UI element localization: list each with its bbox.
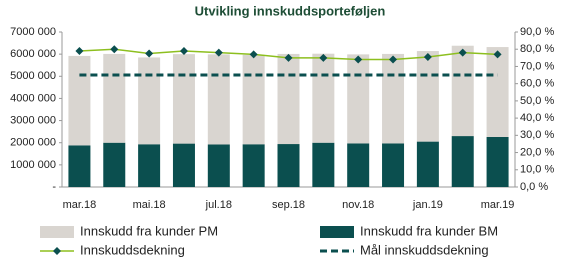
marker: [179, 46, 188, 55]
x-tick-label: mar.19: [481, 199, 515, 211]
bar: [207, 54, 230, 145]
bar: [416, 141, 439, 187]
bar: [242, 144, 265, 187]
bar: [277, 53, 300, 145]
y2-tick-label: 70,0 %: [520, 60, 554, 72]
y2-tick-label: 90,0 %: [520, 26, 554, 38]
chart-title: Utvikling innskuddsporteføljen: [195, 3, 386, 18]
bar: [68, 55, 91, 146]
y-tick-label: 5000 000: [10, 70, 56, 82]
y2-tick-label: 40,0 %: [520, 112, 554, 124]
marker: [284, 53, 293, 62]
bar: [207, 144, 230, 187]
y-tick-label: -: [52, 181, 56, 193]
marker: [249, 50, 258, 59]
legend-label: Mål innskuddsdekning: [360, 242, 489, 257]
marker: [354, 55, 363, 64]
x-tick-label: mar.18: [63, 199, 97, 211]
marker: [493, 50, 502, 59]
bar: [451, 136, 474, 187]
bar: [68, 145, 91, 187]
marker: [423, 52, 432, 61]
y-tick-label: 4000 000: [10, 92, 56, 104]
y-tick-label: 7000 000: [10, 26, 56, 38]
y-tick-label: 6000 000: [10, 48, 56, 60]
marker: [458, 48, 467, 57]
x-tick-label: jan.19: [412, 199, 443, 211]
x-tick-label: jul.18: [205, 199, 232, 211]
bar: [277, 144, 300, 187]
y2-tick-label: 60,0 %: [520, 78, 554, 90]
legend-label: Innskudd fra kunder PM: [80, 223, 218, 238]
y2-tick-label: 80,0 %: [520, 43, 554, 55]
y2-tick-label: 0,0 %: [520, 181, 548, 193]
x-tick-label: sep.18: [272, 199, 305, 211]
bar: [347, 143, 370, 187]
y2-tick-label: 20,0 %: [520, 146, 554, 158]
bar: [172, 143, 195, 187]
legend-label: Innskudd fra kunder BM: [360, 223, 498, 238]
marker: [389, 55, 398, 64]
bar: [312, 53, 335, 143]
y-tick-label: 3000 000: [10, 114, 56, 126]
y-tick-label: 1000 000: [10, 159, 56, 171]
marker: [214, 48, 223, 57]
legend-swatch: [320, 226, 354, 238]
x-tick-label: nov.18: [342, 199, 374, 211]
bar: [103, 53, 126, 143]
marker: [75, 46, 84, 55]
legend-marker: [53, 247, 61, 255]
y2-tick-label: 30,0 %: [520, 129, 554, 141]
bar: [347, 54, 370, 144]
bar: [103, 142, 126, 187]
bar: [242, 54, 265, 145]
bar: [138, 144, 161, 187]
legend-label: Innskuddsdekning: [80, 242, 185, 257]
marker: [110, 45, 119, 54]
bar: [486, 136, 509, 187]
bar: [382, 53, 405, 144]
y2-tick-label: 50,0 %: [520, 95, 554, 107]
bar: [486, 47, 509, 137]
bar: [451, 45, 474, 137]
x-tick-label: mai.18: [133, 199, 166, 211]
bar: [138, 57, 161, 145]
bar: [172, 54, 195, 144]
legend-swatch: [40, 226, 74, 238]
bar: [382, 143, 405, 187]
bar: [312, 142, 335, 187]
y-tick-label: 2000 000: [10, 137, 56, 149]
bar: [416, 51, 439, 142]
marker: [145, 49, 154, 58]
y2-tick-label: 10,0 %: [520, 164, 554, 176]
marker: [319, 53, 328, 62]
